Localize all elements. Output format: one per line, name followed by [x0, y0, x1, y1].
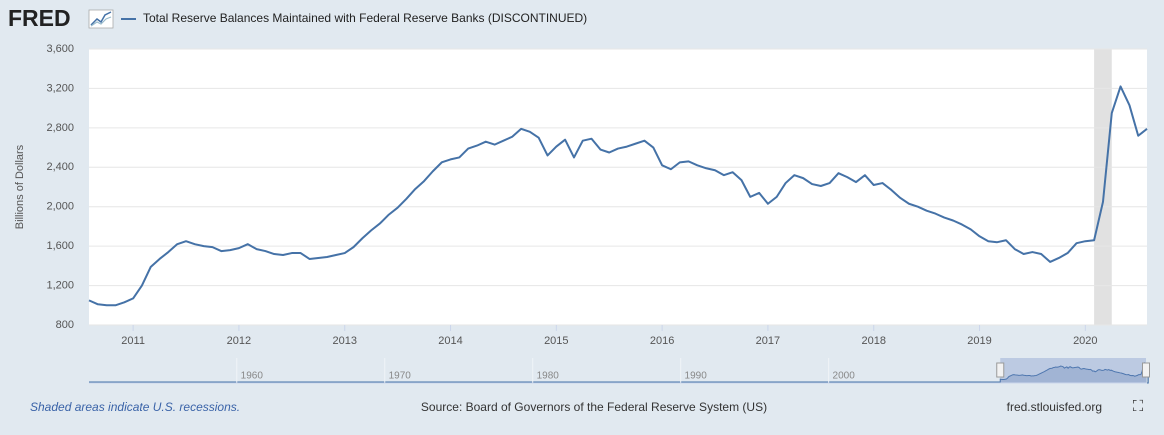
- recession-shade: [1094, 49, 1112, 325]
- logo-icon: [88, 9, 114, 29]
- plot-area: [89, 49, 1147, 325]
- x-tick-label: 2014: [438, 335, 462, 347]
- fullscreen-icon[interactable]: ⛶: [1133, 398, 1144, 415]
- navigator-tick-label: 1960: [241, 371, 264, 382]
- navigator-tick-label: 1980: [537, 371, 560, 382]
- y-tick-label: 3,600: [46, 43, 74, 55]
- x-tick-label: 2017: [756, 335, 780, 347]
- x-tick-label: 2015: [544, 335, 568, 347]
- navigator-area: [999, 362, 1149, 384]
- x-tick-label: 2020: [1073, 335, 1097, 347]
- series-line: [88, 85, 1148, 307]
- legend-label: Total Reserve Balances Maintained with F…: [143, 11, 587, 25]
- source: Source: Board of Governors of the Federa…: [421, 400, 767, 414]
- navigator-selection: [1000, 358, 1146, 383]
- y-tick-label: 1,600: [46, 240, 74, 252]
- navigator-handle[interactable]: [1142, 362, 1150, 378]
- x-tick-label: 2019: [967, 335, 991, 347]
- y-tick-label: 3,200: [46, 82, 74, 94]
- y-tick-label: 2,000: [46, 201, 74, 213]
- navigator-background: [89, 358, 1147, 383]
- x-tick-label: 2013: [332, 335, 356, 347]
- x-tick-label: 2016: [650, 335, 674, 347]
- y-tick-label: 2,800: [46, 122, 74, 134]
- site: fred.stlouisfed.org: [1007, 400, 1102, 414]
- x-tick-label: 2012: [227, 335, 251, 347]
- navigator-tick-label: 1970: [389, 371, 412, 382]
- y-tick-label: 2,400: [46, 161, 74, 173]
- recession-note: Shaded areas indicate U.S. recessions.: [30, 400, 240, 414]
- navigator-tick-label: 1990: [685, 371, 708, 382]
- x-tick-label: 2018: [861, 335, 885, 347]
- y-tick-label: 800: [56, 319, 74, 331]
- navigator-handle[interactable]: [996, 362, 1005, 378]
- y-tick-label: 1,200: [46, 279, 74, 291]
- logo: FRED: [8, 5, 71, 31]
- y-axis-label: Billions of Dollars: [14, 144, 26, 229]
- navigator-tick-label: 2000: [833, 371, 856, 382]
- x-tick-label: 2011: [121, 335, 145, 347]
